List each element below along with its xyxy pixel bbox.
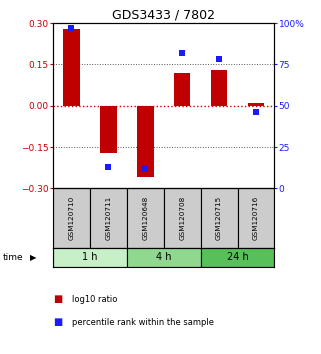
- Text: percentile rank within the sample: percentile rank within the sample: [72, 318, 214, 327]
- Text: ■: ■: [53, 294, 62, 304]
- Text: GSM120648: GSM120648: [142, 196, 148, 240]
- Text: 1 h: 1 h: [82, 252, 98, 262]
- Bar: [53, 188, 90, 247]
- Text: GSM120715: GSM120715: [216, 196, 222, 240]
- Text: GSM120710: GSM120710: [68, 196, 74, 240]
- Text: time: time: [3, 253, 24, 262]
- Bar: [100, 106, 117, 153]
- Bar: [127, 247, 201, 267]
- Text: 24 h: 24 h: [227, 252, 248, 262]
- Bar: [201, 247, 274, 267]
- Bar: [53, 247, 127, 267]
- Bar: [63, 29, 80, 106]
- Bar: [248, 103, 264, 106]
- Text: GSM120716: GSM120716: [253, 196, 259, 240]
- Bar: [127, 188, 164, 247]
- Bar: [201, 188, 238, 247]
- Bar: [174, 73, 190, 106]
- Bar: [238, 188, 274, 247]
- Bar: [90, 188, 127, 247]
- Text: 4 h: 4 h: [156, 252, 171, 262]
- Text: ▶: ▶: [30, 253, 36, 262]
- Title: GDS3433 / 7802: GDS3433 / 7802: [112, 9, 215, 22]
- Text: ■: ■: [53, 317, 62, 327]
- Text: GSM120711: GSM120711: [105, 196, 111, 240]
- Text: GSM120708: GSM120708: [179, 196, 185, 240]
- Bar: [137, 106, 153, 177]
- Text: log10 ratio: log10 ratio: [72, 295, 117, 304]
- Bar: [164, 188, 201, 247]
- Bar: [211, 70, 227, 106]
